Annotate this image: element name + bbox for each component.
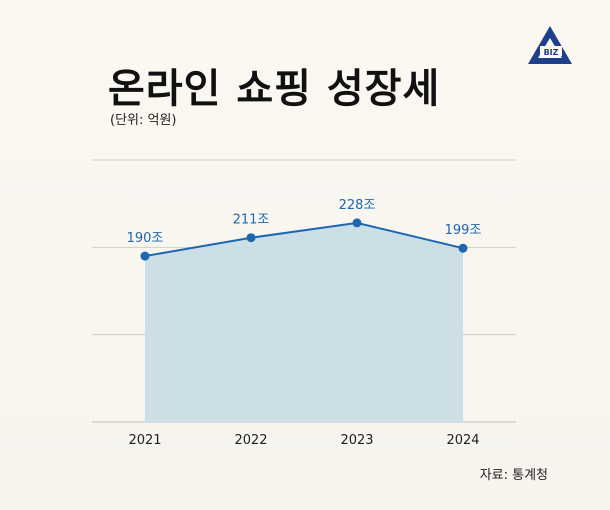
biz-logo-icon: BIZ: [528, 26, 572, 64]
data-point-2024: [458, 243, 468, 253]
data-label-2022: 211조: [233, 213, 270, 228]
logo-text: BIZ: [544, 48, 559, 57]
x-tick-label-2021: 2021: [128, 433, 161, 448]
x-tick-label-2024: 2024: [446, 433, 479, 448]
data-point-2021: [140, 251, 150, 261]
data-point-2022: [246, 233, 256, 243]
data-label-2024: 199조: [445, 223, 482, 238]
data-label-2021: 190조: [127, 231, 164, 246]
source-note: 자료: 통계청: [479, 468, 548, 483]
unit-note: (단위: 억원): [110, 113, 177, 128]
data-point-2023: [352, 218, 362, 228]
data-label-2023: 228조: [339, 198, 376, 213]
chart-title: 온라인 쇼핑 성장세: [108, 66, 441, 112]
series-line: [144, 221, 464, 258]
x-tick-label-2022: 2022: [234, 433, 267, 448]
x-tick-label-2023: 2023: [340, 433, 373, 448]
area-fill: [145, 222, 463, 422]
